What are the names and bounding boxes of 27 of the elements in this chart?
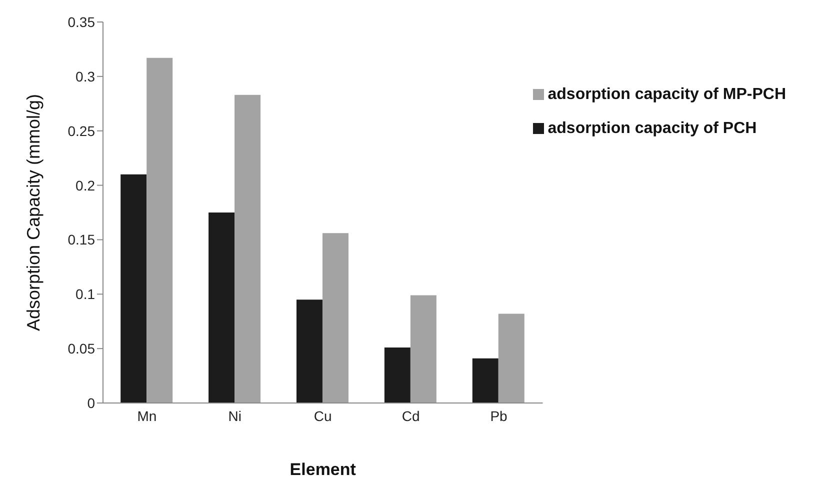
x-tick-label: Pb — [490, 408, 508, 424]
x-tick-label: Cu — [314, 408, 332, 424]
bar — [296, 300, 322, 403]
legend-label: adsorption capacity of MP-PCH — [548, 86, 786, 103]
bar — [208, 212, 235, 403]
y-tick-label: 0.1 — [76, 286, 96, 302]
y-tick-label: 0.2 — [76, 177, 96, 194]
y-tick-label: 0 — [87, 394, 96, 411]
y-tick-label: 0.15 — [68, 232, 96, 248]
y-tick-label: 0.3 — [76, 68, 96, 84]
bar — [120, 174, 147, 403]
bar — [234, 94, 261, 403]
x-tick-label: Cd — [402, 408, 420, 424]
y-axis-title: Adsorption Capacity (mmol/g) — [23, 94, 44, 332]
y-tick-label: 0.25 — [68, 122, 96, 139]
x-tick-label: Mn — [137, 408, 157, 424]
y-tick-label: 0.35 — [68, 14, 96, 30]
bar — [322, 233, 348, 403]
x-tick-label: Ni — [228, 408, 242, 424]
bar — [146, 58, 173, 403]
bar — [410, 295, 436, 403]
bar — [472, 358, 498, 403]
bar — [498, 314, 524, 403]
bar — [384, 347, 410, 403]
legend-label: adsorption capacity of PCH — [548, 120, 757, 137]
x-axis-title: Element — [290, 460, 356, 479]
y-tick-label: 0.05 — [68, 340, 96, 357]
